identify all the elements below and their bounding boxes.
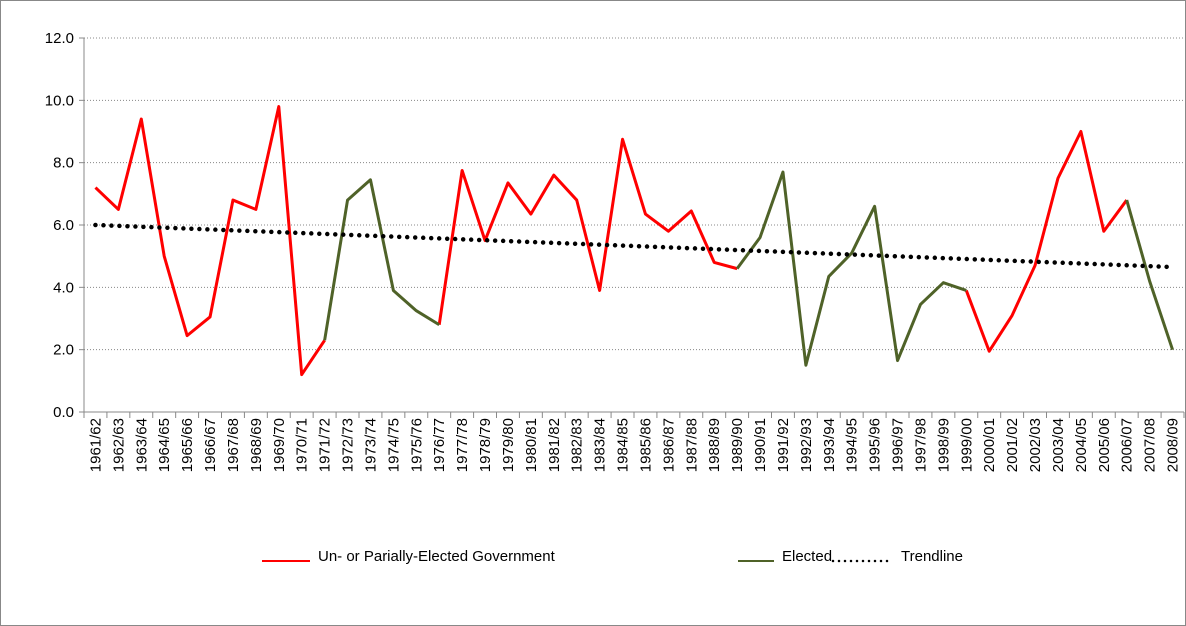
legend-label: Elected bbox=[782, 548, 832, 565]
x-tick-label: 1984/85 bbox=[615, 418, 632, 472]
x-tick-label: 1966/67 bbox=[202, 418, 219, 472]
x-tick-label: 1986/87 bbox=[660, 418, 677, 472]
x-tick-label: 1995/96 bbox=[867, 418, 884, 472]
y-tick-label: 2.0 bbox=[53, 342, 74, 359]
legend-label: Un- or Parially-Elected Government bbox=[318, 548, 556, 565]
x-tick-label: 1988/89 bbox=[706, 418, 723, 472]
x-tick-label: 1967/68 bbox=[225, 418, 242, 472]
x-tick-label: 1968/69 bbox=[248, 418, 265, 472]
y-tick-label: 0.0 bbox=[53, 404, 74, 421]
x-tick-label: 1972/73 bbox=[340, 418, 357, 472]
x-tick-label: 2006/07 bbox=[1119, 418, 1136, 472]
x-tick-label: 1991/92 bbox=[775, 418, 792, 472]
x-tick-label: 1998/99 bbox=[935, 418, 952, 472]
x-tick-label: 1961/62 bbox=[87, 418, 104, 472]
x-tick-label: 2004/05 bbox=[1073, 418, 1090, 472]
x-tick-label: 1979/80 bbox=[500, 418, 517, 472]
x-tick-label: 2003/04 bbox=[1050, 418, 1067, 472]
x-tick-label: 2008/09 bbox=[1165, 418, 1182, 472]
x-tick-label: 1992/93 bbox=[798, 418, 815, 472]
x-tick-label: 1962/63 bbox=[110, 418, 127, 472]
x-tick-label: 1990/91 bbox=[752, 418, 769, 472]
y-tick-label: 12.0 bbox=[45, 30, 74, 47]
x-tick-label: 1965/66 bbox=[179, 418, 196, 472]
x-tick-label: 1980/81 bbox=[523, 418, 540, 472]
x-tick-label: 1969/70 bbox=[271, 418, 288, 472]
x-tick-label: 1997/98 bbox=[912, 418, 929, 472]
y-tick-label: 10.0 bbox=[45, 92, 74, 109]
series-line bbox=[94, 105, 1128, 377]
x-tick-label: 1974/75 bbox=[385, 418, 402, 472]
x-tick-label: 1994/95 bbox=[844, 418, 861, 472]
x-tick-label: 1985/86 bbox=[637, 418, 654, 472]
x-tick-label: 2002/03 bbox=[1027, 418, 1044, 472]
x-tick-label: 2001/02 bbox=[1004, 418, 1021, 472]
x-tick-label: 1989/90 bbox=[729, 418, 746, 472]
x-tick-label: 2007/08 bbox=[1142, 418, 1159, 472]
x-tick-label: 1982/83 bbox=[569, 418, 586, 472]
x-tick-label: 1993/94 bbox=[821, 418, 838, 472]
x-tick-label: 1978/79 bbox=[477, 418, 494, 472]
y-tick-label: 6.0 bbox=[53, 217, 74, 234]
x-tick-label: 2000/01 bbox=[981, 418, 998, 472]
x-tick-label: 1976/77 bbox=[431, 418, 448, 472]
x-tick-label: 1996/97 bbox=[890, 418, 907, 472]
x-tick-label: 1987/88 bbox=[683, 418, 700, 472]
x-tick-label: 1970/71 bbox=[294, 418, 311, 472]
x-tick-label: 1977/78 bbox=[454, 418, 471, 472]
x-tick-label: 1981/82 bbox=[546, 418, 563, 472]
x-tick-label: 1999/00 bbox=[958, 418, 975, 472]
x-tick-label: 1973/74 bbox=[362, 418, 379, 472]
x-tick-label: 2005/06 bbox=[1096, 418, 1113, 472]
y-tick-label: 4.0 bbox=[53, 279, 74, 296]
x-tick-label: 1963/64 bbox=[133, 418, 150, 472]
x-tick-label: 1964/65 bbox=[156, 418, 173, 472]
y-tick-label: 8.0 bbox=[53, 155, 74, 172]
legend-label: Trendline bbox=[901, 548, 963, 565]
x-tick-label: 1971/72 bbox=[317, 418, 334, 472]
x-tick-label: 1975/76 bbox=[408, 418, 425, 472]
x-tick-label: 1983/84 bbox=[592, 418, 609, 472]
